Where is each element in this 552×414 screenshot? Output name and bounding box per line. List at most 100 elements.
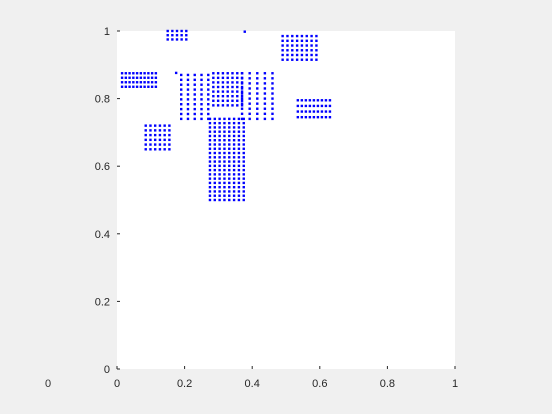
data-point bbox=[271, 77, 274, 80]
data-point bbox=[208, 139, 212, 142]
data-point bbox=[308, 104, 312, 108]
data-point bbox=[223, 168, 226, 172]
data-point bbox=[143, 81, 146, 84]
data-point bbox=[256, 82, 259, 85]
data-point bbox=[242, 185, 245, 189]
data-point bbox=[226, 90, 229, 93]
data-point bbox=[300, 34, 304, 38]
data-point bbox=[166, 38, 169, 41]
data-point bbox=[281, 39, 284, 42]
data-point bbox=[193, 83, 196, 86]
data-point bbox=[236, 72, 239, 75]
data-point bbox=[228, 143, 231, 146]
data-point bbox=[315, 44, 318, 47]
data-point bbox=[231, 76, 234, 80]
data-point bbox=[237, 134, 241, 138]
data-point bbox=[223, 134, 226, 138]
data-point bbox=[232, 185, 236, 189]
data-point bbox=[213, 164, 216, 168]
data-point bbox=[174, 71, 178, 75]
data-point bbox=[232, 117, 236, 121]
data-point bbox=[150, 72, 154, 75]
data-point bbox=[237, 164, 241, 168]
x-tick-label: 0.2 bbox=[177, 378, 192, 390]
data-point bbox=[120, 72, 124, 75]
x-tick-label: 0.6 bbox=[312, 378, 327, 390]
data-point bbox=[286, 58, 289, 61]
data-point bbox=[295, 49, 299, 52]
data-point bbox=[223, 185, 226, 189]
data-point bbox=[248, 117, 251, 121]
data-point bbox=[180, 112, 183, 116]
data-point bbox=[300, 115, 304, 119]
data-point bbox=[237, 168, 241, 172]
data-point bbox=[153, 129, 157, 132]
data-point bbox=[304, 99, 308, 102]
data-point bbox=[216, 104, 220, 107]
data-point bbox=[228, 117, 231, 121]
data-point bbox=[248, 87, 251, 90]
data-point bbox=[153, 138, 157, 142]
data-point bbox=[200, 78, 203, 82]
data-point bbox=[240, 92, 244, 95]
data-point bbox=[232, 160, 236, 163]
data-point bbox=[180, 29, 183, 33]
data-point bbox=[180, 78, 183, 82]
data-point bbox=[281, 44, 284, 47]
data-point bbox=[263, 107, 267, 110]
data-point bbox=[240, 87, 244, 90]
data-point bbox=[144, 129, 147, 132]
data-point bbox=[139, 76, 143, 79]
data-point bbox=[271, 97, 274, 100]
data-point bbox=[242, 164, 245, 168]
data-point bbox=[207, 98, 210, 101]
data-point bbox=[305, 44, 308, 47]
data-point bbox=[263, 117, 267, 121]
data-point bbox=[296, 104, 300, 108]
data-point bbox=[328, 99, 332, 102]
data-point bbox=[324, 104, 328, 108]
data-point bbox=[144, 143, 147, 146]
data-point bbox=[295, 39, 299, 42]
data-point bbox=[240, 85, 244, 89]
data-point bbox=[291, 53, 294, 57]
data-point bbox=[212, 99, 215, 102]
y-tick-label: 0.4 bbox=[95, 229, 110, 241]
data-point bbox=[308, 115, 312, 119]
data-point bbox=[218, 177, 221, 180]
data-point bbox=[320, 99, 324, 102]
data-point bbox=[213, 139, 216, 142]
data-point bbox=[213, 168, 216, 172]
data-point bbox=[286, 34, 289, 38]
data-point bbox=[208, 164, 212, 168]
data-point bbox=[218, 156, 221, 159]
data-point bbox=[223, 126, 226, 129]
data-point bbox=[305, 58, 308, 61]
x-tick-label: 0.4 bbox=[245, 378, 260, 390]
data-point bbox=[310, 44, 313, 47]
data-point bbox=[180, 107, 183, 111]
data-point bbox=[240, 77, 244, 80]
data-point bbox=[316, 110, 320, 113]
data-point bbox=[228, 168, 231, 172]
data-point bbox=[213, 151, 216, 155]
data-point bbox=[200, 83, 203, 86]
data-point bbox=[208, 168, 212, 172]
data-point bbox=[232, 134, 236, 138]
data-point bbox=[300, 49, 304, 52]
data-point bbox=[291, 39, 294, 42]
data-point bbox=[158, 143, 162, 146]
data-point bbox=[231, 81, 234, 84]
data-point bbox=[149, 124, 152, 127]
data-point bbox=[216, 99, 220, 102]
data-point bbox=[231, 85, 234, 89]
data-point bbox=[242, 143, 245, 146]
data-point bbox=[223, 190, 226, 193]
data-point bbox=[228, 173, 231, 176]
scatter-points bbox=[120, 29, 332, 202]
data-point bbox=[213, 156, 216, 159]
data-point bbox=[300, 58, 304, 61]
data-point bbox=[223, 139, 226, 142]
data-point bbox=[242, 147, 245, 150]
data-point bbox=[256, 87, 259, 90]
